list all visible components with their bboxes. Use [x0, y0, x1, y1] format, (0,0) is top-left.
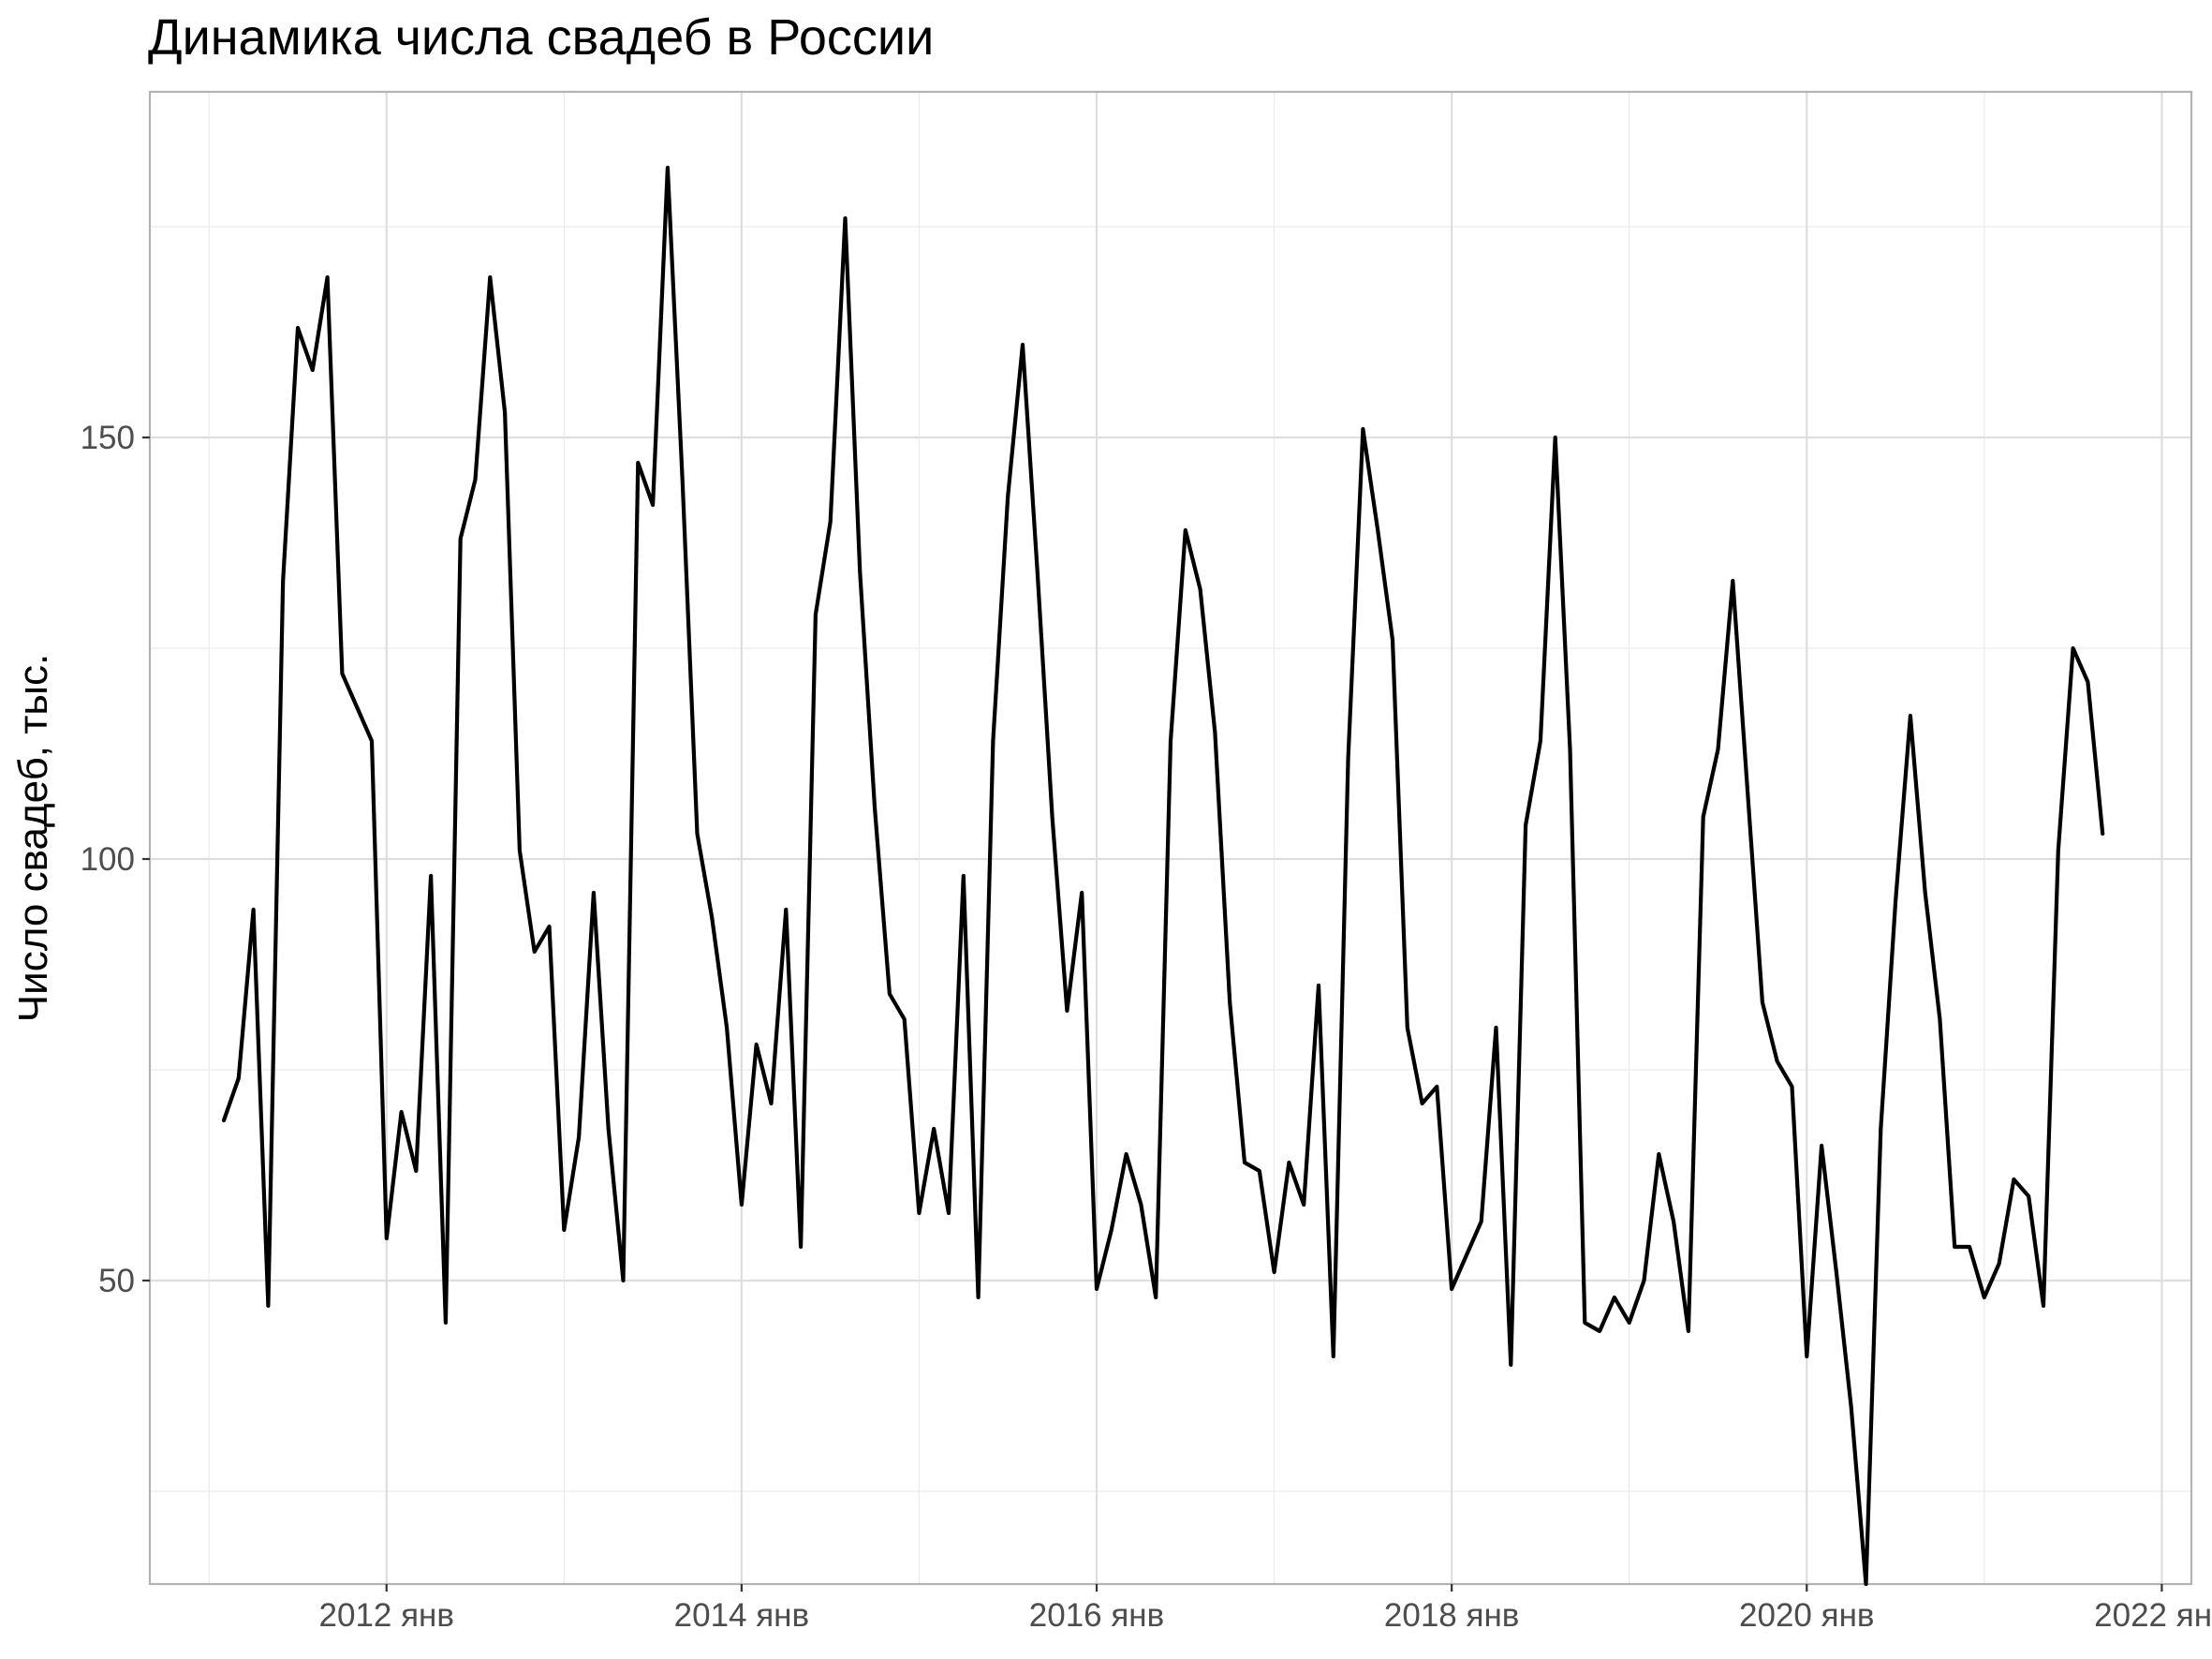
y-tick-label: 150: [81, 420, 135, 456]
y-axis-title: Число свадеб, тыс.: [10, 654, 56, 1022]
y-tick-label: 50: [98, 1263, 135, 1299]
plot-panel: [148, 90, 2193, 1586]
x-tick-label: 2018 янв: [1384, 1597, 1519, 1634]
series-line: [221, 165, 2105, 1587]
x-tick-label: 2016 янв: [1029, 1597, 1164, 1634]
series-layer: [221, 165, 2105, 1587]
y-tick-label: 100: [81, 841, 135, 878]
chart-title: Динамика числа свадеб в России: [148, 9, 934, 66]
x-tick-label: 2020 янв: [1739, 1597, 1874, 1634]
grid-layer: [150, 92, 2191, 1584]
x-tick-label: 2022 янв: [2094, 1597, 2212, 1634]
x-tick-label: 2012 янв: [319, 1597, 454, 1634]
x-tick-label: 2014 янв: [674, 1597, 809, 1634]
axis-ticks: 50 100 150 2012 янв 2014 янв 2016 янв 2018 янв…: [81, 420, 2212, 1634]
